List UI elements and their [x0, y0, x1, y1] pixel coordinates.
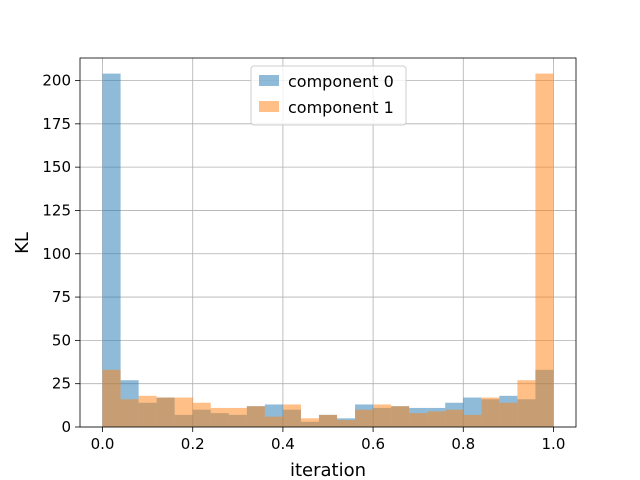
bar-series-1-bin-4 [174, 397, 193, 427]
bar-series-1-bin-21 [481, 397, 500, 427]
bar-series-1-bin-1 [120, 399, 139, 427]
x-tick-label-2: 0.4 [271, 435, 295, 453]
y-tick-label-2: 50 [52, 331, 71, 349]
bar-series-1-bin-13 [337, 420, 356, 427]
y-tick-label-7: 175 [42, 115, 71, 133]
histogram-bars [102, 73, 554, 427]
legend-box [250, 65, 407, 126]
bar-series-1-bin-12 [318, 414, 338, 427]
y-tick-label-6: 150 [42, 158, 71, 176]
bar-series-1-bin-15 [373, 404, 392, 427]
bar-series-1-bin-17 [409, 413, 428, 427]
bar-series-1-bin-14 [355, 409, 374, 427]
bar-series-1-bin-8 [246, 406, 265, 427]
y-tick-label-0: 0 [61, 418, 71, 436]
y-tick-label-1: 25 [52, 375, 71, 393]
plot-frame [79, 57, 577, 428]
bar-series-1-bin-6 [210, 407, 229, 427]
x-tick-label-0: 0.0 [91, 435, 115, 453]
bar-series-1-bin-5 [192, 402, 211, 427]
x-tick-label-5: 1.0 [542, 435, 566, 453]
bar-series-1-bin-18 [427, 411, 446, 427]
legend-label-1: component 1 [288, 98, 394, 117]
bar-series-1-bin-9 [264, 416, 283, 427]
y-axis-label: KL [12, 232, 33, 254]
bar-series-1-bin-11 [300, 418, 319, 427]
legend-label-0: component 0 [288, 72, 394, 91]
x-tick-label-1: 0.2 [181, 435, 205, 453]
bar-series-1-bin-3 [156, 397, 175, 427]
y-tick-label-5: 125 [42, 201, 71, 219]
bar-series-1-bin-24 [535, 73, 554, 427]
bar-series-1-bin-16 [391, 406, 410, 427]
axis-ticks: 0.0 0.2 0.4 0.6 0.8 1.0 0 25 50 75 100 125 150 175 200 [42, 72, 565, 453]
bar-series-1-bin-0 [102, 369, 121, 427]
y-tick-label-4: 100 [42, 245, 71, 263]
bar-series-1-bin-20 [463, 414, 482, 427]
bar-series-1-bin-23 [517, 380, 536, 427]
y-tick-label-3: 75 [52, 288, 71, 306]
bar-series-1-bin-19 [445, 409, 464, 427]
bar-series-1-bin-7 [228, 407, 247, 427]
x-tick-label-3: 0.6 [361, 435, 385, 453]
legend: component 0 component 1 [250, 65, 407, 126]
legend-swatch-0 [259, 75, 279, 86]
bar-series-1-bin-10 [282, 404, 301, 427]
bar-series-1-bin-22 [499, 402, 518, 427]
x-tick-label-4: 0.8 [451, 435, 475, 453]
bar-series-1-bin-2 [138, 395, 157, 427]
x-axis-label: iteration [290, 460, 366, 480]
bar-series-0-bin-0 [102, 73, 121, 427]
legend-swatch-1 [259, 101, 279, 112]
axes-frame [79, 57, 577, 428]
y-tick-label-8: 200 [42, 72, 71, 90]
